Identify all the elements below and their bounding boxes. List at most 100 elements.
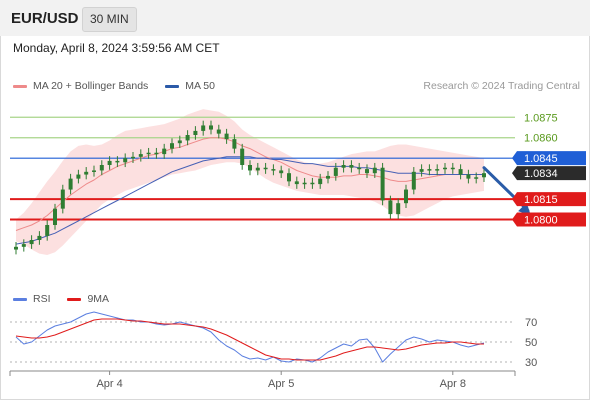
candle-body: [341, 165, 346, 168]
candle-body: [170, 143, 174, 149]
candle-body: [427, 169, 432, 171]
legend-label-rsi: RSI: [33, 293, 51, 305]
candle-body: [224, 133, 229, 140]
x-tick-label: Apr 8: [440, 378, 466, 390]
candle-body: [318, 178, 323, 185]
level-label-1.0875: 1.0875: [524, 112, 558, 124]
candle-body: [302, 182, 307, 185]
candle-body: [450, 167, 455, 170]
candle-body: [326, 175, 330, 179]
timeframe-badge[interactable]: 30 MIN: [82, 7, 137, 32]
candle-body: [443, 167, 447, 170]
candle-body: [482, 173, 486, 178]
candle-body: [92, 170, 96, 172]
candle-body: [232, 139, 237, 149]
ma20-swatch: [13, 84, 27, 88]
level-label-1.0845: 1.0845: [524, 153, 558, 165]
candle-body: [68, 178, 73, 190]
candle-body: [201, 125, 206, 131]
candle-body: [294, 181, 299, 185]
candle-body: [209, 125, 213, 130]
candle-body: [107, 160, 112, 165]
x-tick-label: Apr 5: [268, 378, 294, 390]
candle-body: [411, 171, 416, 190]
candle-body: [45, 225, 50, 236]
level-label-1.0800: 1.0800: [524, 215, 558, 227]
candle-body: [240, 148, 245, 165]
candle-body: [162, 148, 167, 155]
level-label-1.0834: 1.0834: [524, 168, 558, 180]
rsi-tick-label-70: 70: [525, 317, 537, 329]
candle-body: [123, 158, 128, 163]
candle-body: [458, 169, 463, 175]
candle-body: [372, 167, 377, 174]
candle-body: [84, 171, 89, 175]
candle-body: [53, 208, 57, 225]
candle-body: [14, 246, 18, 250]
candle-body: [216, 129, 221, 134]
candle-body: [76, 174, 81, 179]
level-tag-1.0834: [512, 166, 586, 181]
ma50-line: [15, 156, 484, 245]
candle-body: [404, 189, 408, 204]
ma20-line: [15, 137, 484, 231]
candle-body: [380, 167, 385, 201]
candle-body: [263, 167, 268, 170]
candle-body: [37, 235, 42, 240]
candle-body: [357, 167, 362, 170]
candle-body: [271, 169, 276, 171]
candle-body: [349, 165, 354, 168]
candle-body: [193, 130, 198, 135]
candle-body: [255, 167, 260, 171]
rsi-tick-label-30: 30: [525, 357, 537, 369]
legend-label-ma50: MA 50: [185, 80, 215, 92]
candle-body: [435, 169, 440, 171]
legend-item-ma20: MA 20 + Bollinger Bands: [13, 80, 148, 92]
legend-label-ma20: MA 20 + Bollinger Bands: [33, 80, 149, 92]
level-tag-1.0815: [512, 192, 586, 207]
rsi-swatch: [13, 297, 27, 301]
candle-body: [365, 169, 369, 174]
candle-body: [154, 152, 159, 155]
level-label-1.0860: 1.0860: [524, 133, 558, 145]
candle-body: [146, 152, 151, 155]
candle-body: [287, 173, 291, 182]
rsi-ma-swatch: [67, 297, 82, 301]
candle-body: [396, 203, 401, 215]
candle-body: [131, 156, 135, 159]
ma50-swatch: [165, 84, 180, 88]
rsi-legend: RSI 9MA: [13, 293, 123, 305]
candles-group: [14, 120, 486, 255]
candle-body: [185, 135, 190, 141]
candle-body: [138, 154, 143, 157]
candle-body: [310, 182, 315, 185]
candle-body: [21, 244, 26, 247]
candle-body: [419, 169, 424, 172]
candle-body: [177, 140, 182, 144]
candle-body: [474, 177, 479, 179]
level-label-1.0815: 1.0815: [524, 194, 558, 206]
legend-label-9ma: 9MA: [87, 293, 110, 305]
research-credit: Research © 2024 Trading Central: [423, 80, 580, 92]
rsi-line: [15, 311, 485, 363]
price-legend: MA 20 + Bollinger Bands MA 50: [13, 80, 229, 92]
x-tick-label: Apr 4: [96, 378, 122, 390]
candle-body: [333, 167, 338, 176]
rsi-tick-label-50: 50: [525, 337, 537, 349]
candle-body: [115, 160, 120, 163]
candle-body: [466, 174, 471, 179]
timestamp: Monday, April 8, 2024 3:59:56 AM CET: [13, 41, 220, 55]
level-tag-1.0800: [512, 212, 586, 227]
candle-body: [29, 240, 34, 245]
candle-body: [99, 165, 104, 171]
rsi-ma-line: [15, 318, 484, 361]
instrument-title: EUR/USD: [11, 10, 79, 27]
legend-item-9ma: 9MA: [67, 293, 109, 305]
candle-body: [60, 189, 65, 209]
candle-body: [248, 165, 252, 171]
legend-item-ma50: MA 50: [165, 80, 215, 92]
candle-body: [279, 170, 284, 174]
candle-body: [388, 200, 393, 215]
level-tag-1.0845: [512, 151, 586, 166]
